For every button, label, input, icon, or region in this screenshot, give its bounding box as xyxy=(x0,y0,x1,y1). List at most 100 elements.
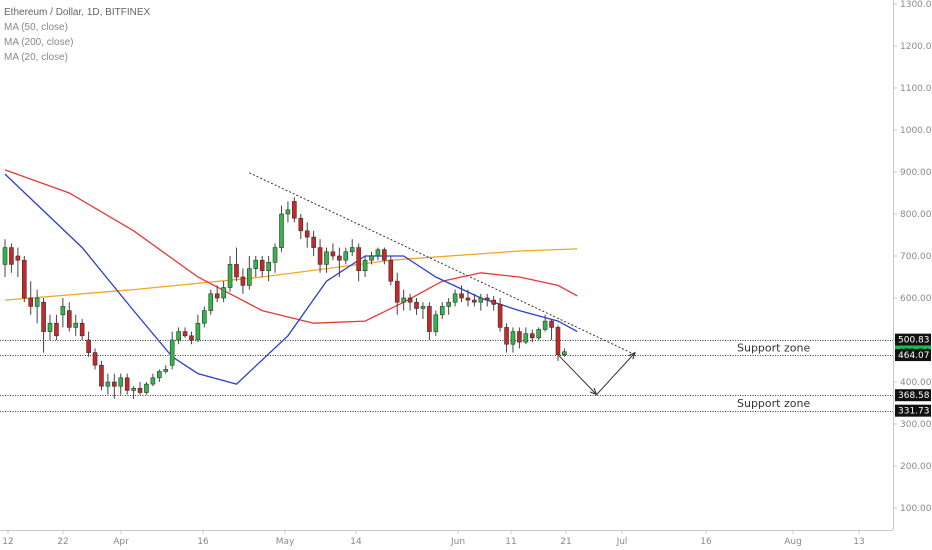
candle xyxy=(15,255,21,261)
projection-arrow xyxy=(557,352,636,396)
price-tag-text: 500.83 xyxy=(898,336,930,346)
candle xyxy=(182,331,188,337)
candle xyxy=(9,247,14,265)
candle xyxy=(427,306,432,332)
price-tag xyxy=(895,349,931,362)
trend-line xyxy=(249,172,636,356)
candle xyxy=(67,310,72,328)
candle xyxy=(330,251,336,257)
candle xyxy=(137,387,143,393)
candle xyxy=(195,322,201,341)
candle xyxy=(112,381,117,387)
y-tick-label: 200.00 xyxy=(900,462,932,472)
candle xyxy=(169,339,175,366)
candle xyxy=(542,320,548,330)
candle xyxy=(118,377,124,387)
legend-ma50[interactable]: MA (50, close) xyxy=(4,22,68,33)
candle xyxy=(144,383,149,393)
price-tag-text: 331.73 xyxy=(898,407,930,417)
candle xyxy=(221,287,226,299)
candle xyxy=(452,293,458,303)
candle xyxy=(375,249,381,257)
y-tick-label: 1000.00 xyxy=(900,126,932,136)
y-tick-label: 700.00 xyxy=(900,252,932,262)
candle xyxy=(247,268,252,286)
x-tick-label: 12 xyxy=(2,537,13,547)
candle xyxy=(92,352,98,366)
candle xyxy=(317,247,323,265)
candle xyxy=(362,259,368,272)
candle xyxy=(536,329,541,339)
candle xyxy=(324,251,329,265)
candle xyxy=(491,299,496,305)
x-tick-label: 21 xyxy=(560,537,571,547)
candle xyxy=(2,247,8,265)
x-tick-label: 16 xyxy=(197,537,209,547)
candle xyxy=(28,297,34,307)
x-tick-label: 14 xyxy=(350,537,362,547)
candle xyxy=(279,213,284,248)
candle xyxy=(266,261,271,271)
candle xyxy=(214,293,220,299)
legend-ma20[interactable]: MA (20, close) xyxy=(4,52,68,63)
candle xyxy=(131,387,136,391)
candle xyxy=(99,364,104,387)
candle xyxy=(420,306,426,309)
candle xyxy=(465,297,471,301)
y-tick-label: 1200.00 xyxy=(900,42,932,52)
price-tag xyxy=(895,404,931,417)
candle xyxy=(259,259,265,272)
legend-title: Ethereum / Dollar, 1D, BITFINEX xyxy=(4,7,151,18)
candle xyxy=(478,297,484,303)
candle xyxy=(439,306,445,316)
candle xyxy=(349,247,355,253)
y-tick-label: 900.00 xyxy=(900,168,932,178)
candle xyxy=(497,303,503,328)
candle xyxy=(292,201,297,219)
legend-ma200[interactable]: MA (200, close) xyxy=(4,37,74,48)
candle xyxy=(504,327,509,345)
candle xyxy=(394,280,400,303)
candle xyxy=(163,369,169,372)
x-tick-label: Jun xyxy=(450,537,465,547)
candle xyxy=(517,331,522,343)
candles xyxy=(2,197,567,399)
candle xyxy=(54,322,59,337)
y-tick-label: 1100.00 xyxy=(900,84,932,94)
price-tag-text: 368.58 xyxy=(898,391,930,401)
candle xyxy=(234,264,239,278)
candle xyxy=(337,255,342,261)
candle xyxy=(562,351,567,356)
arrow-head-down xyxy=(589,387,598,396)
candle xyxy=(555,327,561,355)
candle xyxy=(382,249,387,261)
candle xyxy=(176,331,181,341)
candle xyxy=(105,381,111,387)
chart-legend: Ethereum / Dollar, 1D, BITFINEX MA (50, … xyxy=(4,5,150,65)
x-tick-label: 11 xyxy=(505,537,516,547)
candle xyxy=(86,339,91,353)
candle xyxy=(34,297,40,307)
x-tick-label: May xyxy=(276,537,295,547)
candle xyxy=(369,255,374,261)
candle xyxy=(41,301,46,332)
candle xyxy=(549,320,554,328)
y-tick-label: 800.00 xyxy=(900,210,932,220)
candle xyxy=(124,377,130,391)
y-tick-label: 100.00 xyxy=(900,504,932,514)
support-zone-label: Support zone xyxy=(737,397,810,410)
price-tag-text: 464.07 xyxy=(898,351,930,361)
candle xyxy=(484,297,490,301)
candle xyxy=(401,297,406,303)
x-tick-label: 16 xyxy=(700,537,712,547)
candle xyxy=(157,371,162,379)
candle xyxy=(73,322,79,328)
candle xyxy=(60,306,66,316)
candle xyxy=(529,333,535,339)
y-tick-label: 300.00 xyxy=(900,420,932,430)
ma20-line xyxy=(4,173,578,385)
candle xyxy=(47,322,53,332)
candle xyxy=(272,247,278,263)
candle xyxy=(459,293,464,299)
